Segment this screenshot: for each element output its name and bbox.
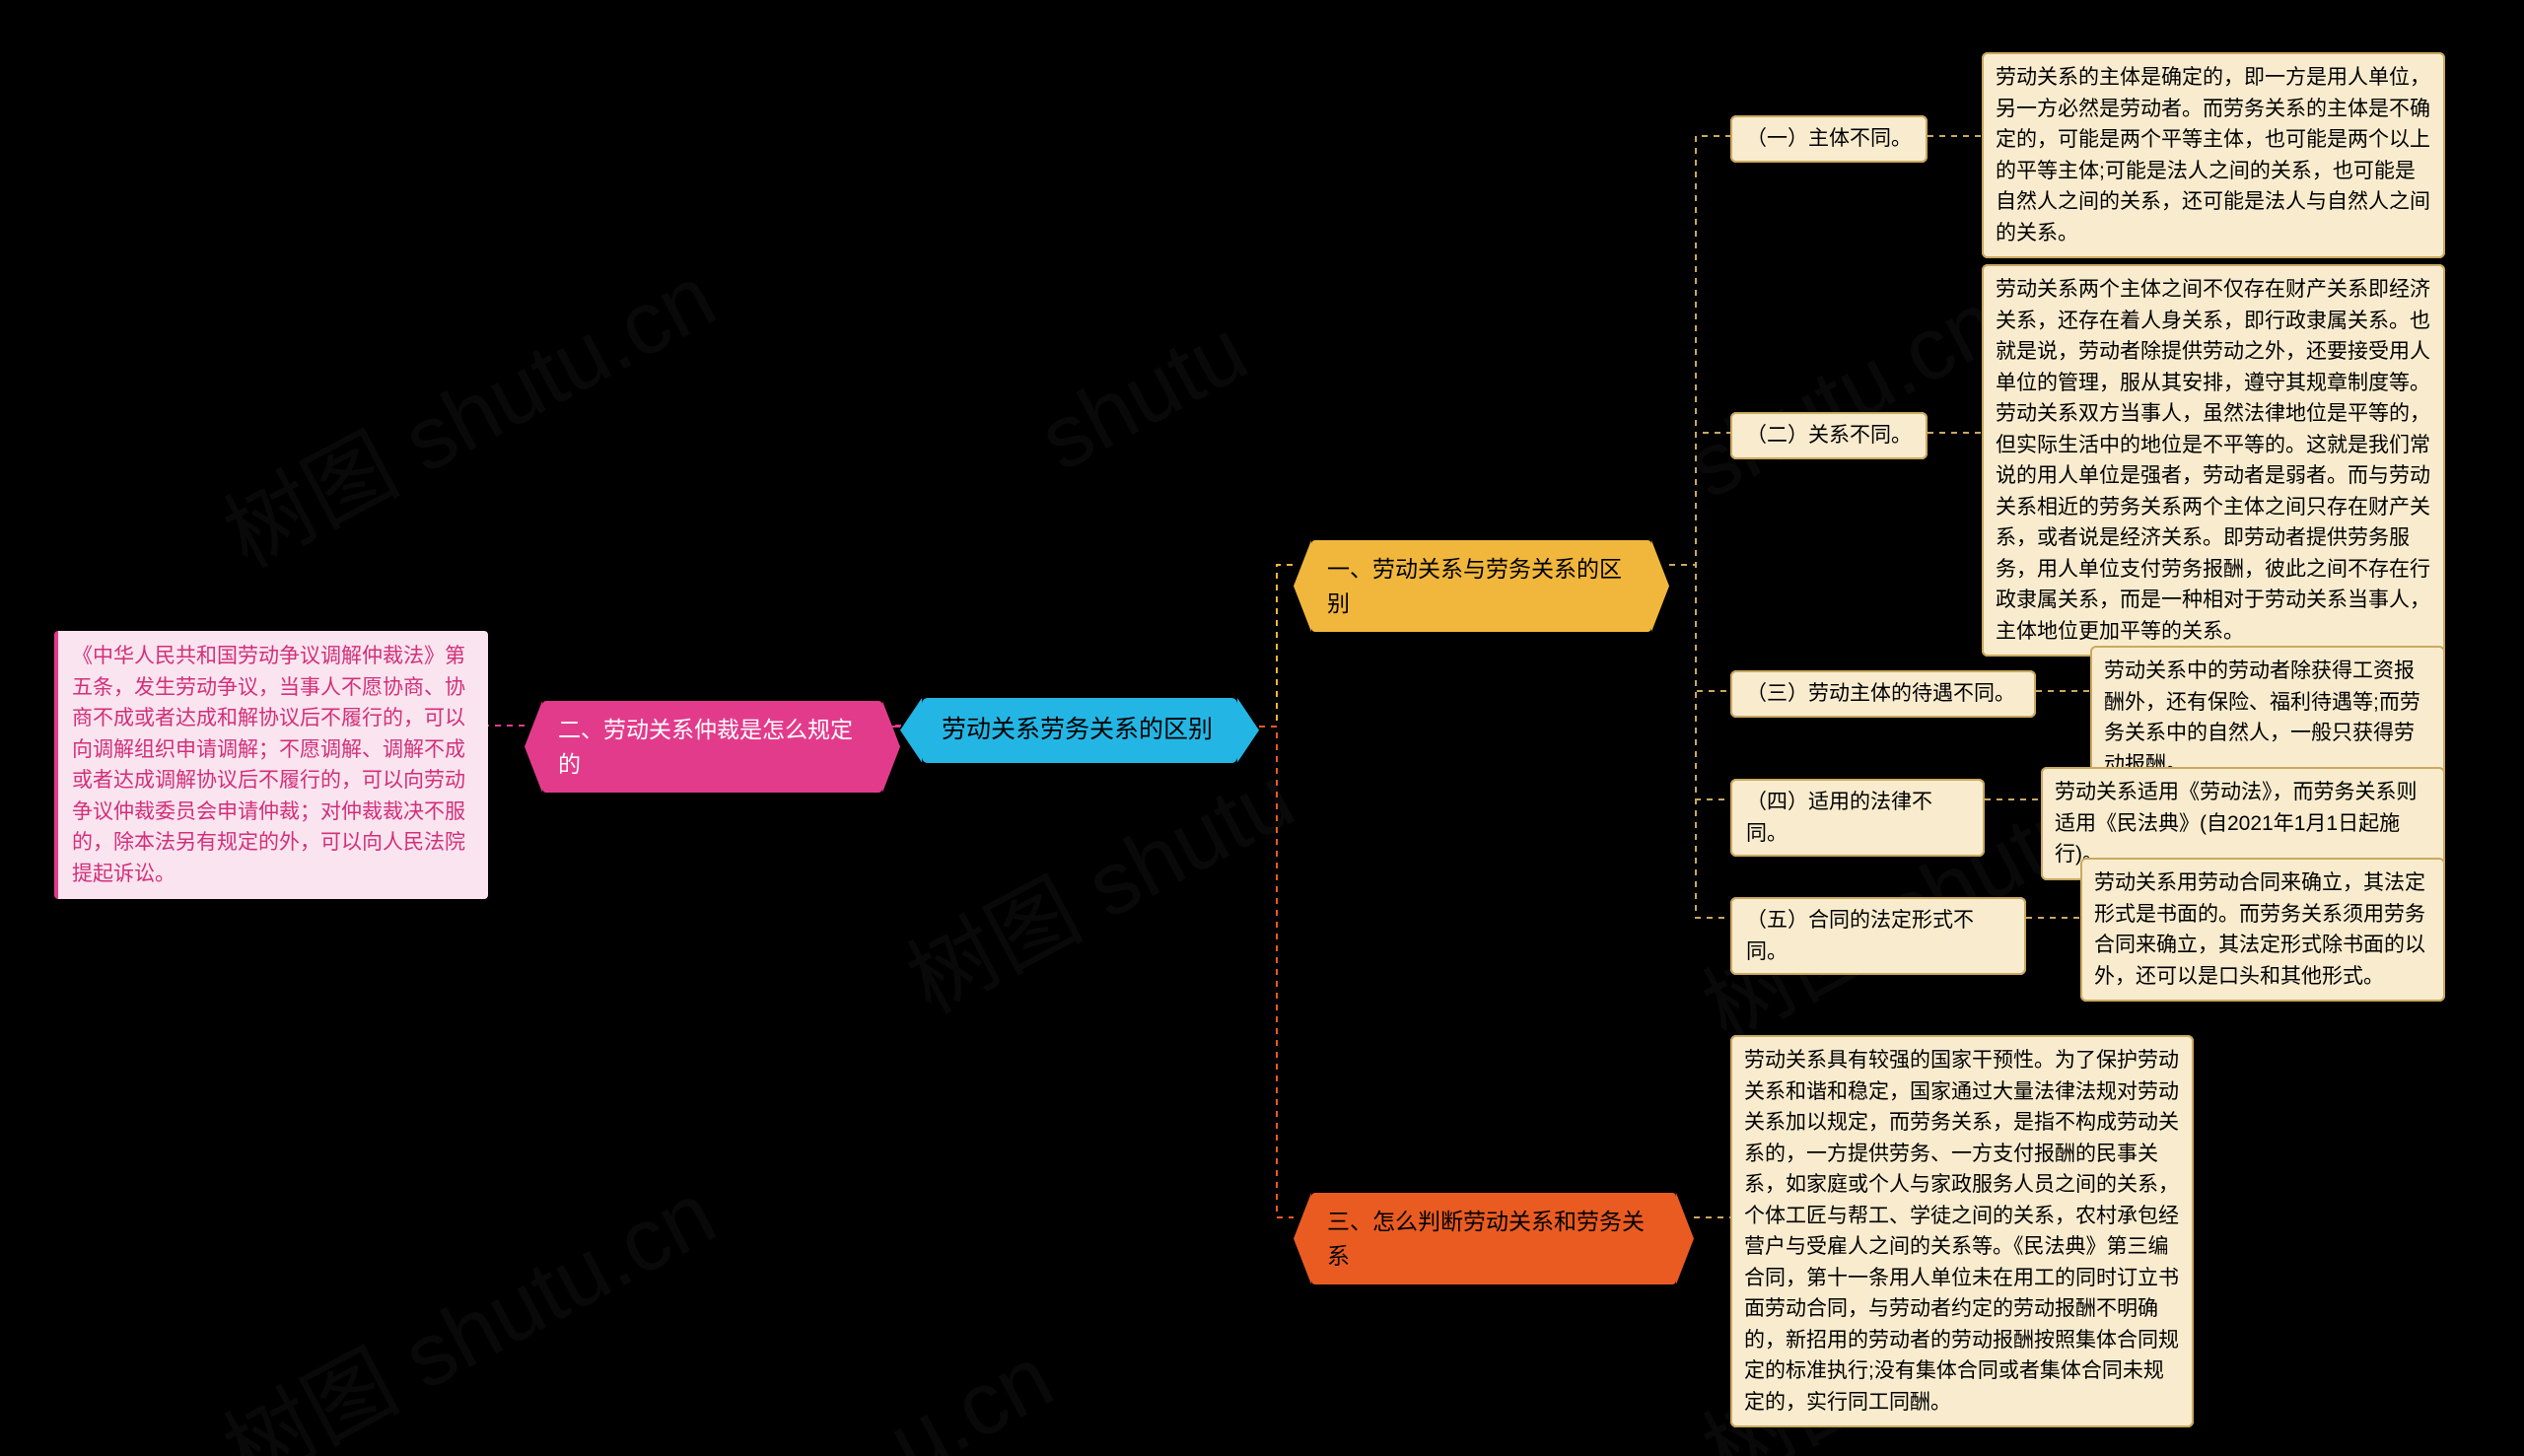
branch-1-child-1[interactable]: （一）主体不同。 (1730, 115, 1928, 163)
branch-3[interactable]: 二、劳动关系仲裁是怎么规定的 (542, 701, 882, 793)
watermark: 树图 shutu.cn (198, 227, 733, 592)
mindmap-stage: 树图 shutu.cn shutu shutu.cn 树图 shutu 树图 s… (0, 0, 2524, 1456)
branch-1-child-5[interactable]: （五）合同的法定形式不同。 (1730, 897, 2026, 975)
watermark: shutu (1024, 300, 1264, 491)
branch-2-detail: 劳动关系具有较强的国家干预性。为了保护劳动关系和谐和稳定，国家通过大量法律法规对… (1730, 1035, 2194, 1427)
watermark: u.cn (874, 1327, 1070, 1456)
watermark: 树图 shutu.cn (198, 1144, 733, 1456)
branch-1-child-2[interactable]: （二）关系不同。 (1730, 412, 1928, 459)
branch-1-child-3[interactable]: （三）劳动主体的待遇不同。 (1730, 670, 2036, 718)
branch-1-child-1-detail: 劳动关系的主体是确定的，即一方是用人单位，另一方必然是劳动者。而劳务关系的主体是… (1982, 52, 2445, 258)
watermark: shutu.cn (1672, 272, 2016, 520)
branch-2[interactable]: 三、怎么判断劳动关系和劳务关系 (1311, 1193, 1676, 1284)
branch-1-child-2-detail: 劳动关系两个主体之间不仅存在财产关系即经济关系，还存在着人身关系，即行政隶属关系… (1982, 264, 2445, 657)
root-node[interactable]: 劳动关系劳务关系的区别 (922, 698, 1237, 763)
branch-1[interactable]: 一、劳动关系与劳务关系的区别 (1311, 540, 1651, 632)
watermark: 树图 shutu (881, 728, 1311, 1037)
branch-3-detail: 《中华人民共和国劳动争议调解仲裁法》第五条，发生劳动争议，当事人不愿协商、协商不… (54, 631, 488, 899)
branch-1-child-5-detail: 劳动关系用劳动合同来确立，其法定形式是书面的。而劳务关系须用劳务合同来确立，其法… (2080, 858, 2445, 1002)
branch-1-child-4[interactable]: （四）适用的法律不同。 (1730, 779, 1985, 857)
